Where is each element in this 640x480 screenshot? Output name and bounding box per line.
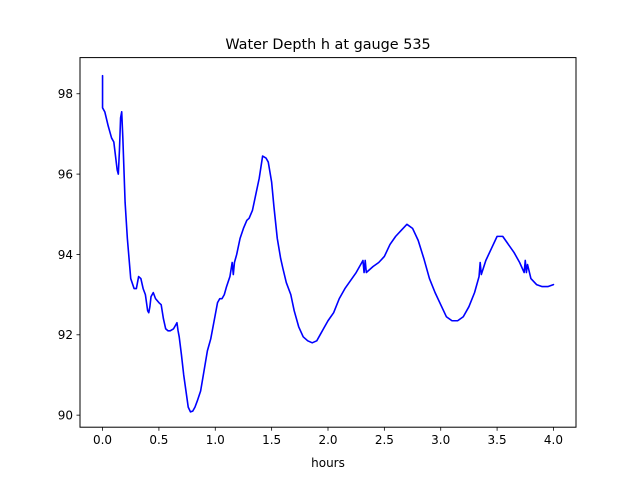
axes-frame — [79, 57, 577, 428]
x-axis-label: hours — [311, 456, 345, 470]
x-tick-label: 3.0 — [431, 433, 450, 447]
x-tick-label: 4.0 — [544, 433, 563, 447]
series-line-0 — [101, 74, 555, 413]
plot-content — [101, 74, 555, 413]
x-tick-label: 1.5 — [262, 433, 281, 447]
x-tick-label: 2.0 — [318, 433, 337, 447]
y-tick-label: 96 — [58, 167, 73, 181]
x-axis: 0.0 0.5 1.0 1.5 2.0 2.5 3.0 3.5 4.0 — [93, 427, 563, 447]
chart-title: Water Depth h at gauge 535 — [225, 37, 430, 53]
y-tick-label: 92 — [58, 328, 73, 342]
x-tick-label: 1.0 — [206, 433, 225, 447]
x-tick-label: 0.0 — [93, 433, 112, 447]
y-tick-label: 90 — [58, 408, 73, 422]
x-tick-label: 0.5 — [149, 433, 168, 447]
x-tick-label: 2.5 — [375, 433, 394, 447]
y-tick-label: 94 — [58, 248, 73, 262]
y-axis: 90 92 94 96 98 — [58, 87, 80, 422]
y-tick-label: 98 — [58, 87, 73, 101]
x-tick-label: 3.5 — [488, 433, 507, 447]
